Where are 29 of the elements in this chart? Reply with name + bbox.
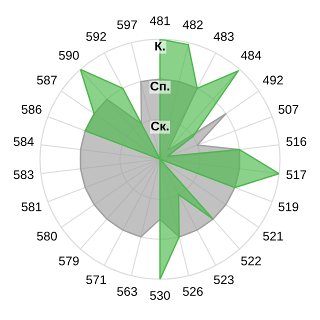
spoke-label: 581: [22, 202, 42, 212]
spoke-label: 483: [214, 32, 234, 41]
spoke-label: 492: [262, 76, 283, 85]
spoke-label: 521: [263, 232, 283, 241]
y-tick-label: Ск.: [151, 122, 169, 131]
spoke-label: 523: [214, 275, 234, 284]
spoke-label: 563: [117, 287, 138, 296]
spoke-label: 482: [182, 20, 203, 30]
spoke-label: 516: [286, 137, 306, 146]
spoke-label: 584: [14, 137, 34, 146]
spoke-label: 522: [241, 256, 261, 266]
spoke-label: 590: [58, 50, 79, 60]
spoke-label: 530: [150, 291, 170, 300]
spoke-label: 579: [58, 256, 79, 266]
spoke-label: 592: [86, 32, 106, 41]
spoke-label: 571: [86, 275, 106, 284]
spoke-label: 481: [150, 16, 170, 26]
spoke-label: 507: [278, 104, 298, 114]
spoke-label: 526: [182, 287, 203, 296]
spoke-label: 519: [278, 202, 298, 212]
y-tick-label: Сп.: [150, 82, 170, 91]
spoke-label: 583: [14, 170, 34, 180]
spoke-label: 517: [286, 170, 306, 180]
spoke-label: 587: [37, 76, 57, 85]
y-tick-label: К.: [155, 42, 165, 50]
spoke-label: 484: [240, 50, 262, 60]
spoke-label: 597: [117, 20, 137, 30]
spoke-label: 580: [37, 232, 57, 241]
spoke-label: 586: [22, 104, 42, 114]
